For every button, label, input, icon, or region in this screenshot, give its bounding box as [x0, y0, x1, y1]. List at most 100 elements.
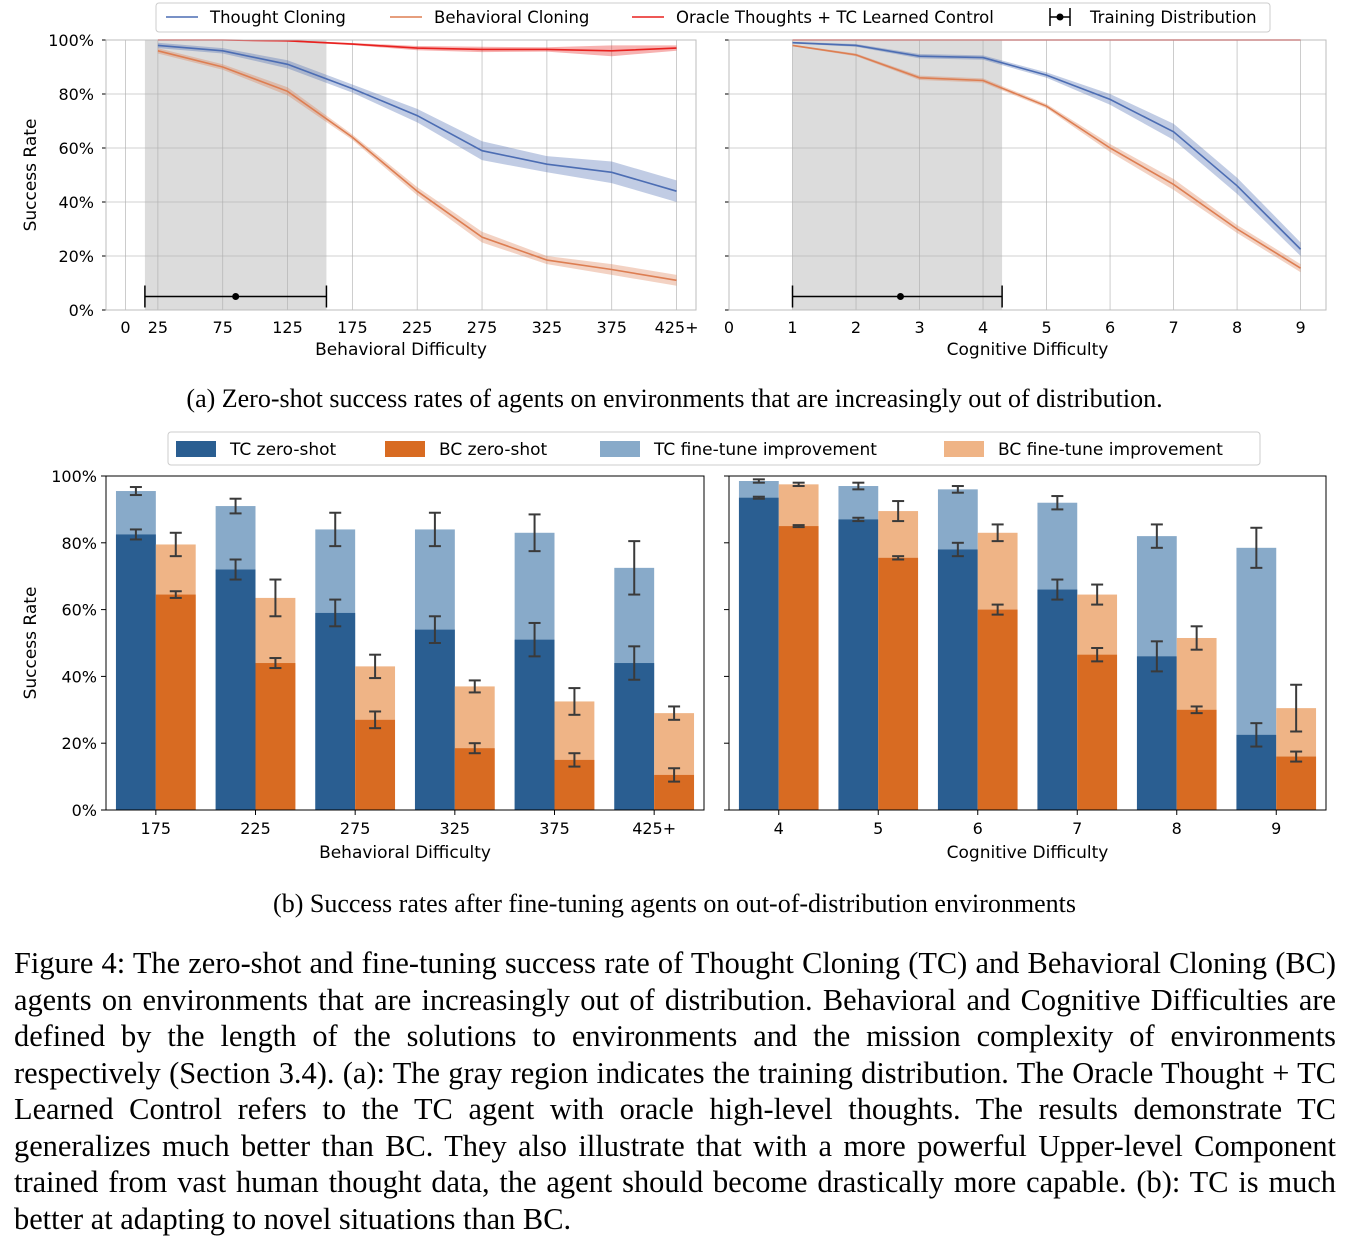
bar-bc-zeroshot — [1176, 709, 1217, 810]
x-tick-label: 6 — [973, 819, 983, 838]
x-tick-label: 75 — [213, 318, 233, 337]
legend-label: Training Distribution — [1089, 8, 1257, 27]
bar-tc-zeroshot — [614, 663, 655, 810]
x-axis-label: Behavioral Difficulty — [319, 843, 491, 863]
y-tick-label: 100% — [48, 31, 94, 50]
y-tick-label: 80% — [58, 85, 94, 104]
x-tick-label: 125 — [272, 318, 303, 337]
x-tick-label: 6 — [1105, 318, 1115, 337]
bar-tc-zeroshot — [414, 629, 455, 810]
y-axis-label: Success Rate — [21, 587, 41, 700]
training-distribution-point — [896, 293, 904, 300]
legend-label: Behavioral Cloning — [434, 8, 589, 27]
y-tick-label: 20% — [61, 734, 97, 753]
series-line — [792, 44, 1302, 269]
bar-tc-zeroshot — [738, 497, 779, 810]
legend-b: TC zero-shot BC zero-shot TC fine-tune imp… — [167, 431, 1261, 466]
y-axis-label: Success Rate — [21, 119, 41, 232]
x-tick-label: 2 — [851, 318, 861, 337]
x-axis-label: Cognitive Difficulty — [947, 340, 1109, 360]
caption-b: (b) Success rates after fine-tuning agen… — [273, 889, 1076, 918]
bar-bc-zeroshot — [1077, 654, 1118, 810]
x-tick-label: 4 — [978, 318, 988, 337]
y-tick-label: 0% — [72, 801, 97, 820]
axes-frame — [728, 475, 1327, 811]
bar-tc-zeroshot — [937, 549, 978, 810]
y-tick-label: 80% — [61, 534, 97, 553]
y-tick-label: 60% — [58, 139, 94, 158]
x-tick-label: 275 — [467, 318, 498, 337]
axes-frame — [728, 39, 1327, 311]
x-tick-label: 9 — [1296, 318, 1306, 337]
x-tick-label: 4 — [774, 819, 784, 838]
line-panel-a-right: 0 1 2 3 4 5 6 7 8 9 Cognitive Difficulty — [724, 39, 1327, 360]
confidence-band — [792, 41, 1301, 256]
bar-tc-zeroshot — [315, 612, 356, 810]
x-tick-label: 9 — [1271, 819, 1281, 838]
bar-bc-zeroshot — [554, 759, 595, 810]
bar-panel-b-left: 0% 20% 40% 60% 80% 100% 175 225 275 325 375 425+ Beh… — [21, 467, 705, 863]
y-tick-label: 20% — [58, 247, 94, 266]
legend-swatch — [944, 441, 984, 457]
bar-bc-zeroshot — [778, 526, 819, 810]
x-tick-label: 7 — [1072, 819, 1082, 838]
x-axis-label: Behavioral Difficulty — [315, 340, 487, 360]
legend-label: TC zero-shot — [229, 440, 337, 460]
series-line — [792, 41, 1302, 250]
bar-panel-b-right: 4 5 6 7 8 9 Cognitive Difficulty — [724, 475, 1327, 863]
x-tick-label: 8 — [1232, 318, 1242, 337]
x-tick-label: 375 — [596, 318, 627, 337]
y-tick-label: 100% — [51, 467, 97, 486]
x-tick-label: 325 — [440, 819, 471, 838]
legend-a: Thought Cloning Behavioral Cloning Oracle … — [155, 2, 1271, 33]
bar-tc-zeroshot — [514, 639, 555, 810]
training-region — [144, 40, 327, 310]
y-tick-label: 0% — [69, 301, 94, 320]
x-tick-label: 325 — [532, 318, 563, 337]
training-distribution-point — [232, 293, 240, 300]
axes-frame — [105, 475, 705, 811]
x-tick-label: 25 — [148, 318, 168, 337]
confidence-band — [157, 42, 677, 203]
series-line — [157, 50, 677, 282]
line-panel-a-left: 0 25 75 125 175 225 275 325 375 425+ 0% 20% 40% 60% 80… — [21, 31, 699, 360]
bar-bc-zeroshot — [1276, 756, 1317, 810]
legend-label: BC zero-shot — [439, 440, 548, 460]
caption-a: (a) Zero-shot success rates of agents on… — [186, 384, 1163, 413]
x-tick-label: 375 — [539, 819, 570, 838]
bar-bc-zeroshot — [155, 594, 196, 810]
legend-swatch — [385, 441, 425, 457]
bar-bc-zeroshot — [454, 748, 495, 810]
x-tick-label: 175 — [141, 819, 172, 838]
legend-swatch — [176, 441, 216, 457]
bar-tc-zeroshot — [115, 534, 156, 810]
x-axis-label: Cognitive Difficulty — [947, 843, 1109, 863]
bar-tc-zeroshot — [1037, 589, 1078, 810]
x-tick-label: 425+ — [655, 318, 699, 337]
bar-tc-zeroshot — [838, 519, 879, 810]
bar-tc-zeroshot — [1136, 656, 1177, 810]
bar-bc-zeroshot — [355, 719, 396, 810]
bar-bc-zeroshot — [977, 609, 1018, 810]
legend-label: BC fine-tune improvement — [998, 440, 1223, 460]
figure-caption: Figure 4: The zero-shot and fine-tuning … — [14, 946, 1336, 1236]
x-tick-label: 425+ — [632, 819, 676, 838]
x-tick-label: 5 — [873, 819, 883, 838]
x-tick-label: 225 — [402, 318, 433, 337]
y-tick-label: 40% — [61, 667, 97, 686]
legend-label: Thought Cloning — [209, 8, 346, 27]
series-line — [157, 44, 677, 192]
legend-frame — [155, 2, 1271, 33]
x-tick-label: 0 — [120, 318, 130, 337]
x-tick-label: 8 — [1172, 819, 1182, 838]
bar-tc-zeroshot — [215, 569, 256, 810]
y-tick-label: 60% — [61, 601, 97, 620]
x-tick-label: 1 — [787, 318, 797, 337]
x-tick-label: 7 — [1168, 318, 1178, 337]
x-tick-label: 275 — [340, 819, 371, 838]
bar-bc-zeroshot — [878, 557, 919, 810]
x-tick-label: 5 — [1041, 318, 1051, 337]
bar-bc-zeroshot — [255, 663, 296, 810]
legend-swatch — [1056, 13, 1064, 21]
training-region — [792, 40, 1003, 310]
